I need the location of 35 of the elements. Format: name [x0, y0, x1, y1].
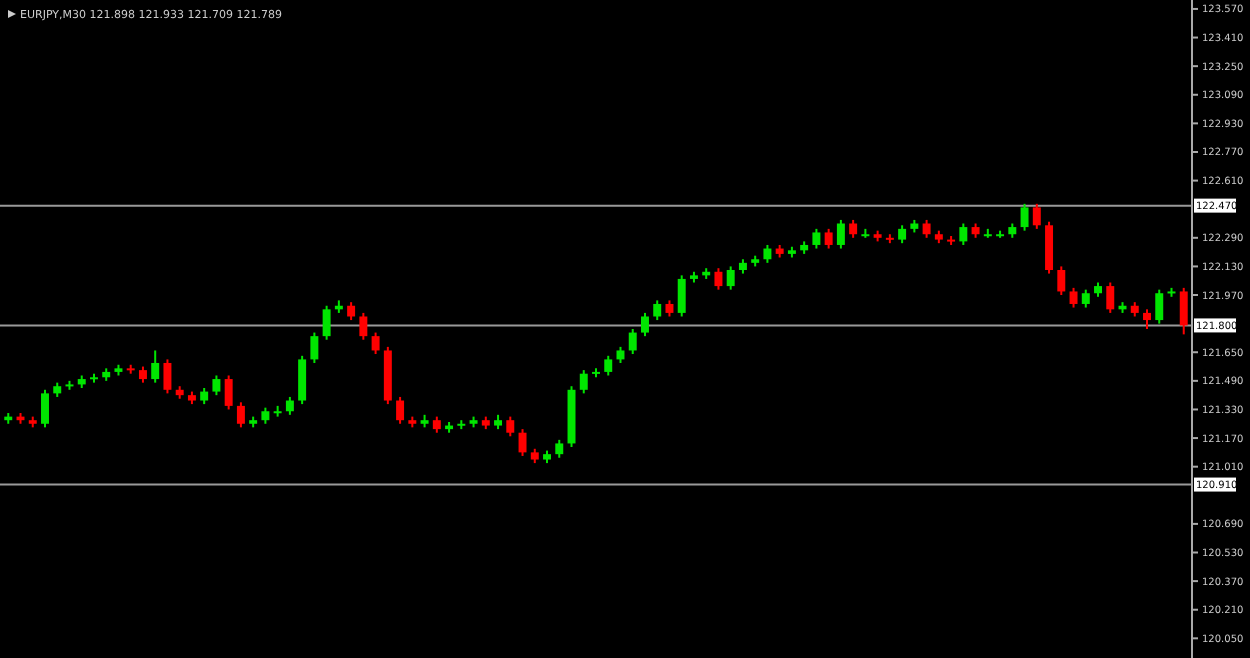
candlestick — [1020, 202, 1029, 232]
candlestick — [824, 227, 833, 250]
candlestick — [1143, 308, 1151, 330]
candlestick — [714, 267, 723, 291]
candlestick — [1069, 286, 1078, 309]
candlestick — [359, 311, 368, 341]
candlestick — [1179, 286, 1188, 336]
candlestick — [641, 311, 649, 338]
candlestick — [812, 227, 821, 250]
candlestick — [959, 222, 968, 246]
candlestick — [212, 374, 221, 397]
candlestick — [310, 331, 319, 364]
candlestick — [163, 358, 172, 395]
candlestick — [628, 328, 637, 356]
candlestick — [1057, 265, 1066, 297]
candlestick — [518, 428, 527, 457]
candlestick — [298, 354, 307, 406]
candlestick — [1032, 202, 1041, 230]
candlestick — [236, 401, 245, 429]
candlestick — [1045, 220, 1054, 275]
candlestick — [836, 218, 845, 250]
candlestick — [322, 304, 331, 341]
candlestick — [726, 265, 735, 291]
candlestick — [151, 349, 160, 384]
candlestick — [1155, 288, 1164, 325]
candlestick — [396, 395, 405, 425]
candlestick — [677, 274, 686, 318]
candlestick — [506, 415, 515, 438]
candlestick — [41, 388, 49, 429]
candlestick — [579, 369, 588, 395]
candlestick — [653, 299, 662, 322]
candlestick — [1106, 281, 1115, 314]
candlestick — [604, 354, 613, 377]
candlestick — [371, 331, 380, 356]
candlestick — [224, 374, 233, 411]
